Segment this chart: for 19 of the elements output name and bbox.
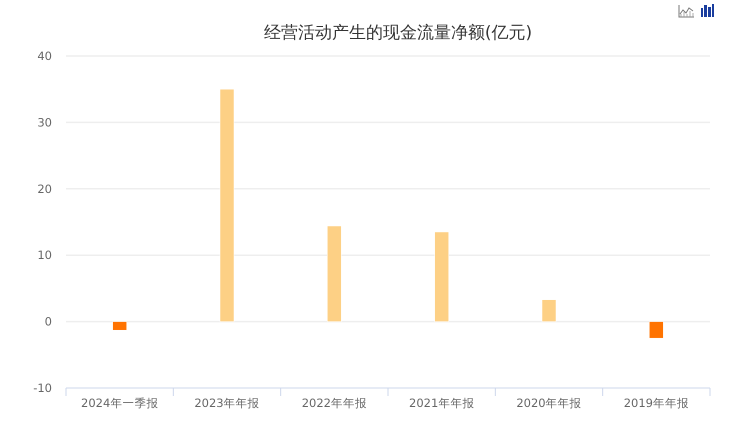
x-tick-label: 2019年年报 (624, 396, 689, 410)
x-tick-label: 2023年年报 (194, 396, 260, 410)
bar (220, 88, 234, 322)
chart-title: 经营活动产生的现金流量净额(亿元) (264, 23, 532, 43)
y-tick-label: -10 (33, 381, 52, 396)
x-tick-label: 2022年年报 (302, 396, 367, 410)
y-tick-label: 0 (44, 314, 52, 329)
bar (112, 321, 127, 330)
y-tick-label: 40 (37, 49, 52, 64)
bar (649, 321, 664, 338)
bar (542, 299, 556, 322)
bar (327, 226, 342, 322)
y-tick-label: 30 (37, 115, 52, 130)
y-tick-label: 10 (37, 248, 52, 262)
x-tick-label: 2024年一季报 (81, 396, 158, 410)
x-tick-label: 2020年年报 (516, 396, 582, 410)
bar (434, 232, 449, 322)
x-tick-label: 2021年年报 (409, 396, 474, 410)
y-tick-label: 20 (37, 182, 52, 196)
